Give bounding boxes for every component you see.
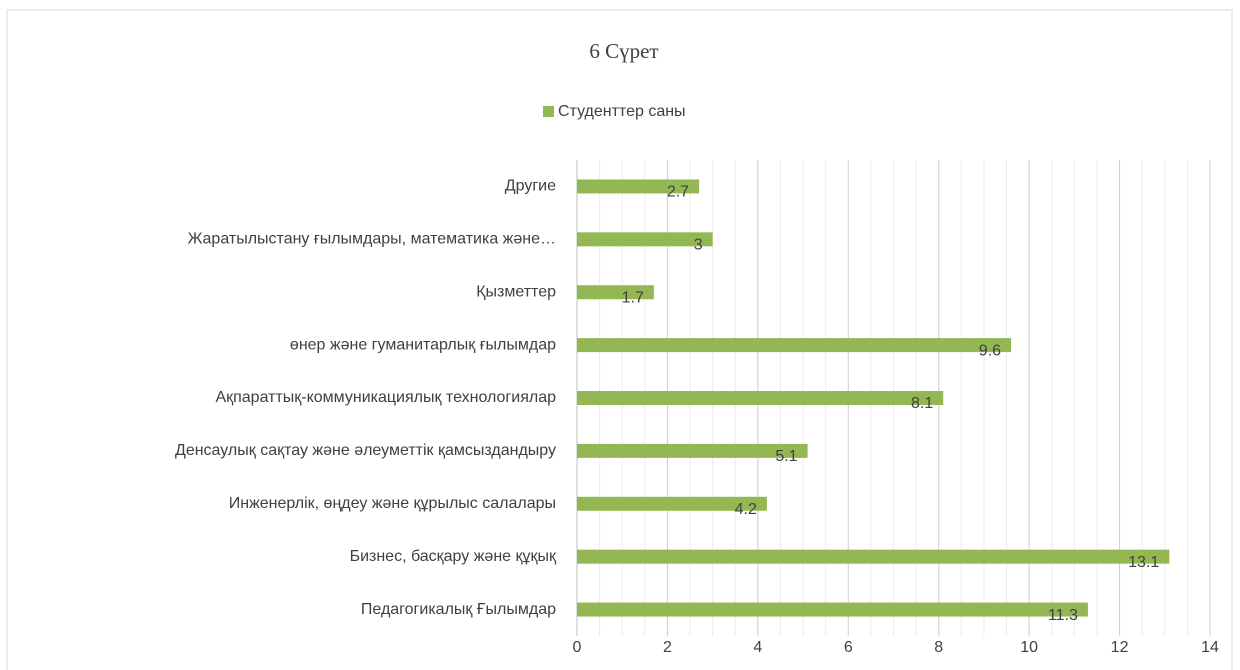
data-label: 11.3 [1048, 607, 1078, 624]
bar [577, 232, 713, 247]
data-label: 5.1 [775, 448, 797, 465]
y-tick-label: Бизнес, басқару және құқық [350, 548, 557, 565]
bar [577, 338, 1012, 353]
legend-swatch [543, 106, 554, 117]
bar [577, 602, 1088, 617]
bar [577, 549, 1170, 564]
y-tick-label: Другие [505, 178, 556, 195]
x-tick-label: 10 [1020, 639, 1038, 656]
y-tick-label: Денсаулық сақтау және әлеуметтік қамсызд… [175, 442, 556, 459]
bar [577, 496, 767, 511]
x-tick-label: 8 [934, 639, 943, 656]
y-tick-label: Педагогикалық Ғылымдар [361, 601, 556, 618]
y-tick-label: өнер және гуманитарлық ғылымдар [290, 336, 556, 353]
data-label: 4.2 [735, 501, 757, 518]
legend-label: Студенттер саны [558, 103, 686, 120]
data-label: 3 [694, 237, 703, 254]
bar [577, 285, 654, 300]
chart-title: 6 Сүрет [589, 39, 658, 63]
bar [577, 179, 700, 194]
bar [577, 443, 808, 458]
data-label: 2.7 [667, 184, 689, 201]
x-tick-label: 14 [1201, 639, 1219, 656]
x-tick-label: 2 [663, 639, 672, 656]
x-tick-label: 0 [573, 639, 582, 656]
y-tick-label: Қызметтер [476, 283, 556, 300]
bar [577, 391, 944, 405]
y-tick-label: Жаратылыстану ғылымдары, математика және… [188, 231, 556, 248]
x-tick-label: 4 [753, 639, 762, 656]
data-label: 13.1 [1128, 554, 1159, 571]
data-label: 9.6 [979, 342, 1001, 359]
x-tick-label: 6 [844, 639, 853, 656]
data-label: 8.1 [911, 395, 933, 412]
y-tick-label: Инженерлік, өңдеу және құрылыс салалары [229, 495, 556, 512]
y-tick-label: Ақпараттық-коммуникациялық технологиялар [215, 389, 556, 406]
x-tick-label: 12 [1111, 639, 1129, 656]
data-label: 1.7 [622, 289, 644, 306]
